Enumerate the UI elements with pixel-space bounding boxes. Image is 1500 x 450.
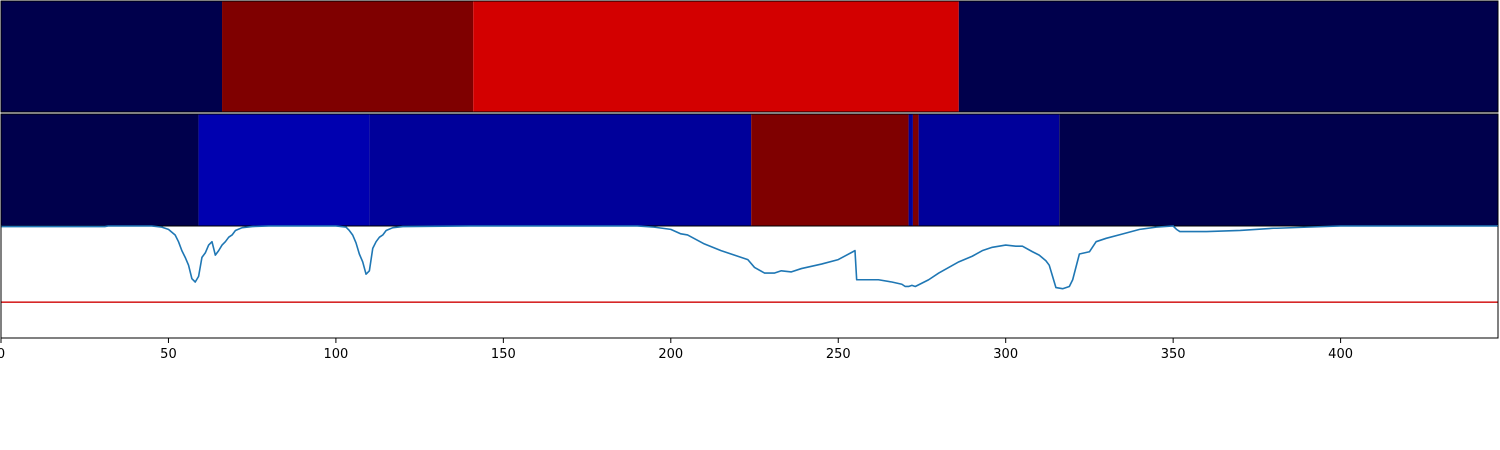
x-tick-label: 250: [826, 347, 851, 362]
panel-frame: [0, 226, 1499, 339]
heatmap-segment: [958, 1, 1498, 112]
series-line: [1, 225, 1498, 290]
x-tick-label: 350: [1161, 347, 1186, 362]
heatmap-segment: [1, 1, 223, 112]
heatmap-segment: [198, 114, 370, 226]
x-tick-label: 300: [993, 347, 1018, 362]
heatmap-panel-middle: [0, 113, 1499, 227]
panel-frame: [0, 0, 1499, 113]
x-tick-label: 0: [0, 347, 5, 362]
x-tick-label: 50: [160, 347, 177, 362]
heatmap-segment: [751, 114, 909, 226]
x-tick-label: 200: [658, 347, 683, 362]
x-tick-label: 100: [323, 347, 348, 362]
heatmap-segment: [908, 114, 913, 226]
heatmap-panel-top: [0, 0, 1499, 113]
heatmap-segment: [918, 114, 1060, 226]
x-tick-label: 400: [1328, 347, 1353, 362]
x-tick-label: 150: [491, 347, 516, 362]
heatmap-segment: [1059, 114, 1498, 226]
heatmap-segment: [369, 114, 752, 226]
heatmap-segment: [473, 1, 959, 112]
panel-frame: [0, 113, 1499, 227]
heatmap-segment: [222, 1, 474, 112]
x-axis: 0 50 100 150 200 250 300 350 400: [0, 338, 1353, 362]
line-panel: [0, 225, 1499, 339]
heatmap-segment: [912, 114, 919, 226]
heatmap-segment: [1, 114, 199, 226]
